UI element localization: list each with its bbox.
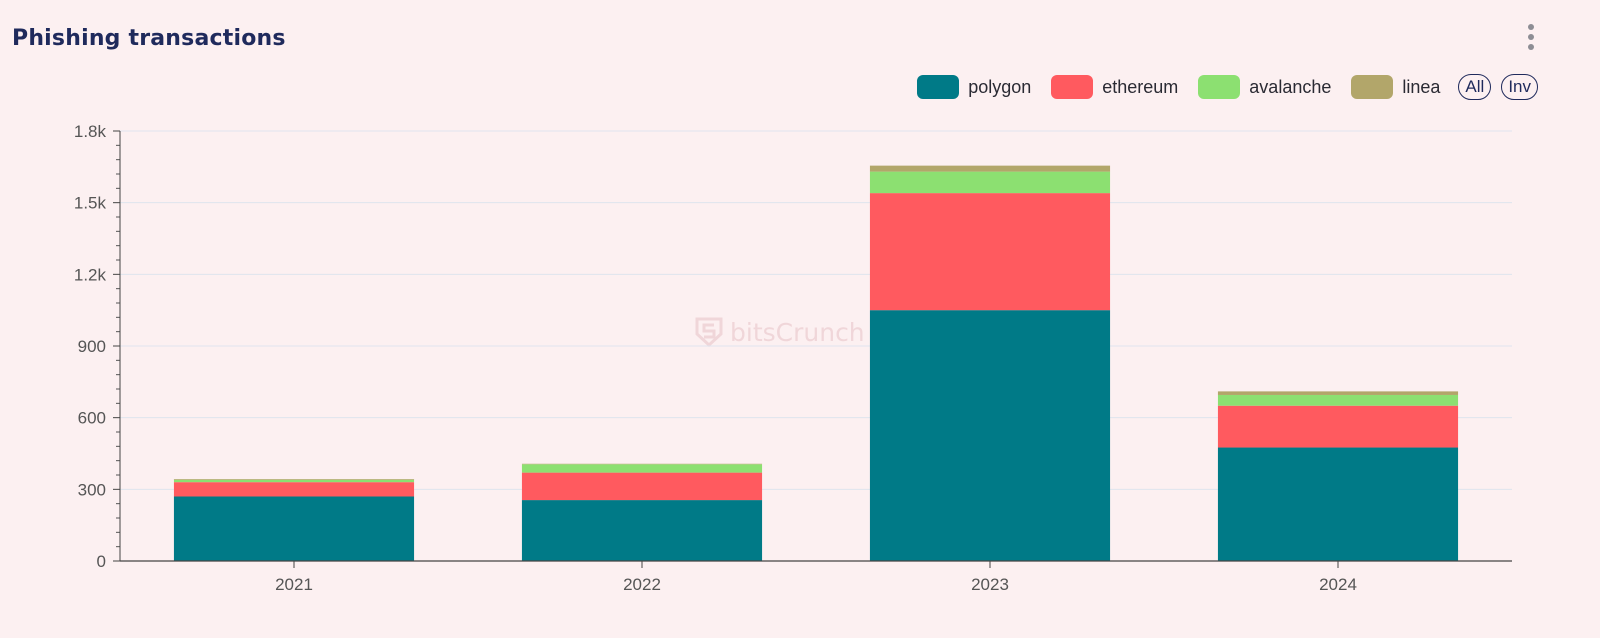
bar-linea-2023: [869, 165, 1111, 172]
axes: [113, 130, 1512, 568]
grid-lines: [120, 130, 1512, 490]
menu-dot: [1528, 44, 1534, 50]
legend-label: polygon: [968, 76, 1032, 97]
bitscrunch-logo-icon: [695, 317, 723, 348]
legend-swatch: [1198, 75, 1241, 99]
menu-dot: [1528, 24, 1534, 30]
menu-dot: [1528, 34, 1534, 40]
x-tick-label: 2021: [275, 575, 313, 594]
legend-all-button[interactable]: All: [1458, 74, 1492, 100]
chart-legend: polygon ethereum avalanche linea All Inv: [917, 74, 1538, 100]
bar-ethereum-2024: [1217, 405, 1459, 448]
bar-linea-2024: [1217, 391, 1459, 395]
y-tick-label: 300: [78, 480, 106, 499]
bar-avalanche-2021: [173, 479, 415, 483]
bar-polygon-2022: [521, 500, 763, 561]
y-axis-labels: 0 300 600 900 1.2k 1.5k 1.8k: [74, 122, 107, 571]
watermark: bitsCrunch: [694, 316, 865, 348]
bar-polygon-2024: [1217, 447, 1459, 561]
x-tick-label: 2022: [623, 575, 661, 594]
bar-avalanche-2024: [1217, 394, 1459, 406]
y-tick-label: 0: [97, 552, 106, 571]
y-tick-label: 1.5k: [74, 194, 107, 213]
y-tick-label: 1.8k: [74, 122, 107, 141]
bar-ethereum-2023: [869, 193, 1111, 311]
legend-swatch: [917, 75, 960, 99]
watermark-text: bitsCrunch: [730, 317, 865, 347]
legend-swatch: [1051, 75, 1094, 99]
legend-swatch: [1351, 75, 1394, 99]
bars: [173, 165, 1459, 561]
y-tick-label: 600: [78, 409, 106, 428]
legend-invert-button[interactable]: Inv: [1501, 74, 1538, 100]
y-tick-label: 900: [78, 337, 106, 356]
x-axis-labels: 2021 2022 2023 2024: [275, 575, 1357, 594]
bar-ethereum-2022: [521, 472, 763, 501]
x-tick-label: 2023: [971, 575, 1009, 594]
bar-ethereum-2021: [173, 482, 415, 497]
chart-title: Phishing transactions: [12, 26, 286, 51]
minor-ticks: [116, 144, 120, 548]
legend-label: avalanche: [1249, 76, 1332, 97]
more-vert-icon[interactable]: [1520, 22, 1542, 52]
x-tick-label: 2024: [1319, 575, 1357, 594]
legend-label: ethereum: [1102, 76, 1179, 97]
bar-avalanche-2022: [521, 464, 763, 473]
legend-item-avalanche[interactable]: avalanche: [1198, 75, 1331, 99]
bar-avalanche-2023: [869, 171, 1111, 194]
legend-item-polygon[interactable]: polygon: [917, 75, 1031, 99]
bar-linea-2021: [173, 479, 415, 480]
y-tick-label: 1.2k: [74, 265, 107, 284]
bar-polygon-2021: [173, 496, 415, 561]
legend-item-ethereum[interactable]: ethereum: [1051, 75, 1178, 99]
legend-item-linea[interactable]: linea: [1351, 75, 1440, 99]
legend-label: linea: [1402, 76, 1441, 97]
bar-polygon-2023: [869, 310, 1111, 561]
